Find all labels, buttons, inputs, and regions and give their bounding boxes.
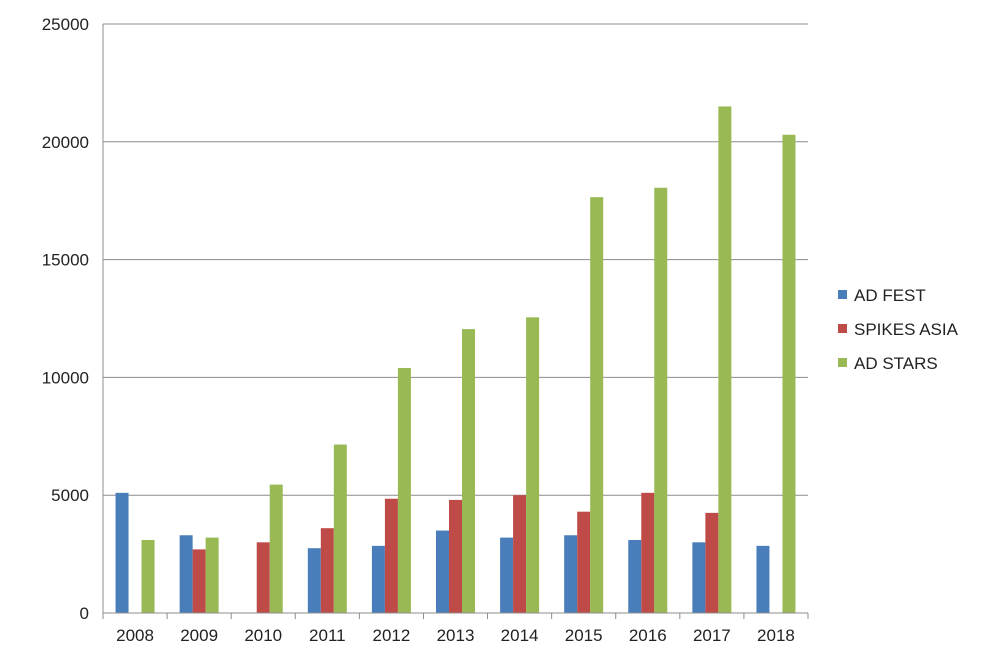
y-tick-label: 10000	[42, 368, 89, 387]
x-tick-label: 2011	[309, 626, 346, 645]
bar-ad-fest-2016	[628, 539, 642, 613]
bar-spikes-asia-2009	[192, 549, 206, 613]
x-tick-label: 2012	[372, 626, 410, 645]
bar-ad-stars-2015	[590, 197, 604, 613]
y-tick-labels: 0 5000 10000 15000 20000 25000	[42, 15, 89, 623]
y-tick-label: 20000	[42, 133, 89, 152]
legend: AD FEST SPIKES ASIA AD STARS	[838, 286, 959, 373]
bar-spikes-asia-2013	[449, 499, 462, 613]
bar-ad-fest-2014	[500, 537, 514, 613]
bar-spikes-asia-2010	[256, 542, 270, 613]
bar-spikes-asia-2012	[384, 498, 398, 613]
x-tick-label: 2010	[244, 626, 282, 645]
bar-spikes-asia-2016	[641, 492, 655, 613]
x-tick-label: 2008	[116, 626, 154, 645]
bar-ad-fest-2018	[756, 545, 770, 613]
bar-ad-fest-2015	[564, 535, 578, 613]
x-tick-label: 2015	[565, 626, 603, 645]
axes	[102, 24, 809, 619]
bar-spikes-asia-2014	[513, 495, 527, 613]
legend-label-ad-stars: AD STARS	[854, 354, 938, 373]
gridlines	[103, 23, 808, 496]
bar-ad-fest-2017	[692, 542, 706, 613]
bar-ad-stars-2010	[269, 484, 283, 613]
bar-ad-stars-2014	[526, 317, 540, 613]
bar-ad-stars-2016	[654, 187, 668, 613]
x-tick-label: 2014	[501, 626, 539, 645]
legend-swatch-ad-stars	[838, 358, 847, 367]
bar-ad-stars-2008	[141, 539, 155, 613]
legend-swatch-ad-fest	[838, 290, 847, 299]
bar-ad-stars-2009	[205, 537, 219, 613]
x-tick-label: 2018	[757, 626, 795, 645]
bar-ad-stars-2018	[782, 134, 796, 613]
x-tick-label: 2017	[693, 626, 731, 645]
legend-swatch-spikes-asia	[838, 324, 847, 333]
y-tick-label: 25000	[42, 15, 89, 34]
bar-ad-fest-2008	[115, 492, 129, 613]
bar-ad-fest-2013	[436, 530, 449, 613]
x-tick-label: 2013	[437, 626, 475, 645]
bar-ad-fest-2012	[371, 545, 385, 613]
y-tick-label: 5000	[51, 486, 89, 505]
x-tick-label: 2009	[180, 626, 218, 645]
x-tick-label: 2016	[629, 626, 667, 645]
bar-ad-stars-2017	[718, 106, 732, 614]
bar-spikes-asia-2011	[320, 528, 334, 613]
y-tick-label: 0	[80, 604, 89, 623]
bar-ad-stars-2013	[462, 329, 475, 613]
x-tick-labels: 2008 2009 2010 2011 2012 2013 2014 2015 2016 2017…	[116, 626, 795, 645]
bars	[115, 106, 796, 614]
bar-ad-stars-2011	[333, 444, 347, 613]
legend-label-ad-fest: AD FEST	[854, 286, 926, 305]
y-tick-label: 15000	[42, 251, 89, 270]
bar-ad-stars-2012	[397, 367, 411, 613]
bar-ad-fest-2011	[307, 548, 321, 613]
bar-spikes-asia-2017	[705, 512, 719, 613]
bar-spikes-asia-2015	[577, 511, 591, 613]
bar-ad-fest-2009	[179, 535, 193, 613]
legend-label-spikes-asia: SPIKES ASIA	[854, 320, 959, 339]
